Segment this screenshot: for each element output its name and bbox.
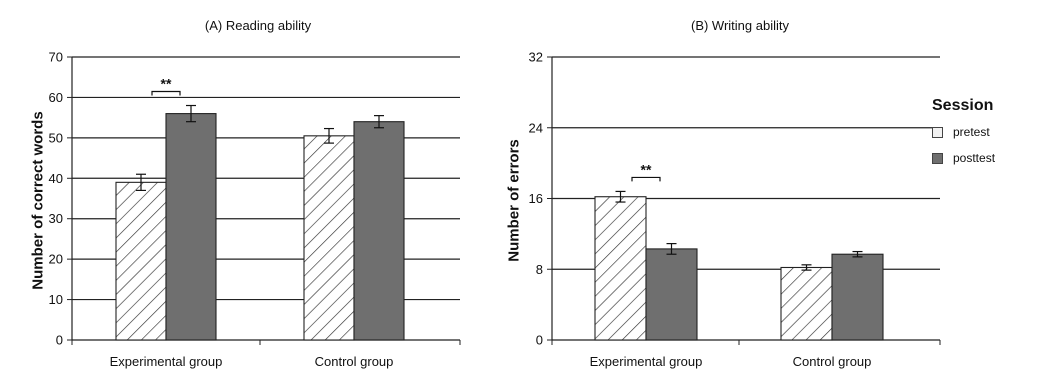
chart-a-significance-bracket — [151, 90, 181, 96]
chart-b-ytick-label: 0 — [536, 333, 543, 348]
chart-a-bar-pretest — [115, 181, 167, 341]
chart-b-ytick-label: 8 — [536, 262, 543, 277]
chart-a-ytick-label: 30 — [49, 211, 63, 226]
legend-swatch-posttest — [932, 152, 943, 164]
chart-a-bar-posttest — [165, 113, 217, 341]
legend-item-pretest: pretest — [932, 125, 995, 139]
chart-b-bar-posttest — [645, 248, 698, 341]
legend-title: Session — [932, 97, 994, 114]
chart-b-significance-label: ** — [641, 161, 652, 177]
chart-a-significance-label: ** — [161, 76, 172, 92]
chart-b-title: (B) Writing ability — [690, 18, 789, 33]
chart-a-ytick-label: 70 — [49, 50, 63, 65]
chart-a-ytick-label: 10 — [49, 292, 63, 307]
legend: Session pretest posttest — [932, 97, 995, 177]
chart-a-category-label: Control group — [315, 354, 394, 369]
chart-b-ytick-label: 32 — [529, 50, 543, 65]
chart-b-bar-pretest — [594, 196, 647, 341]
chart-a-ytick-label: 0 — [56, 333, 63, 348]
chart-a-bar-posttest — [353, 121, 405, 341]
chart-a-title: (A) Reading ability — [204, 18, 312, 33]
chart-b-bar-pretest — [780, 266, 833, 341]
legend-swatch-pretest — [932, 126, 943, 138]
chart-a-ytick-label: 40 — [49, 171, 63, 186]
chart-a-bar-pretest — [303, 135, 355, 341]
chart-a-ytick-label: 20 — [49, 252, 63, 267]
legend-item-posttest: posttest — [932, 151, 995, 165]
legend-label-posttest: posttest — [953, 151, 996, 165]
chart-b-significance-bracket — [631, 176, 661, 182]
chart-b-category-label: Experimental group — [590, 354, 703, 369]
chart-a-ytick-label: 50 — [49, 130, 63, 145]
chart-b-ytick-label: 24 — [529, 120, 543, 135]
chart-a-ytick-label: 60 — [49, 90, 63, 105]
chart-b-ytick-label: 16 — [529, 191, 543, 206]
legend-label-pretest: pretest — [953, 125, 990, 139]
chart-b-category-label: Control group — [793, 354, 872, 369]
chart-b-bar-posttest — [831, 253, 884, 341]
chart-a-category-label: Experimental group — [110, 354, 223, 369]
